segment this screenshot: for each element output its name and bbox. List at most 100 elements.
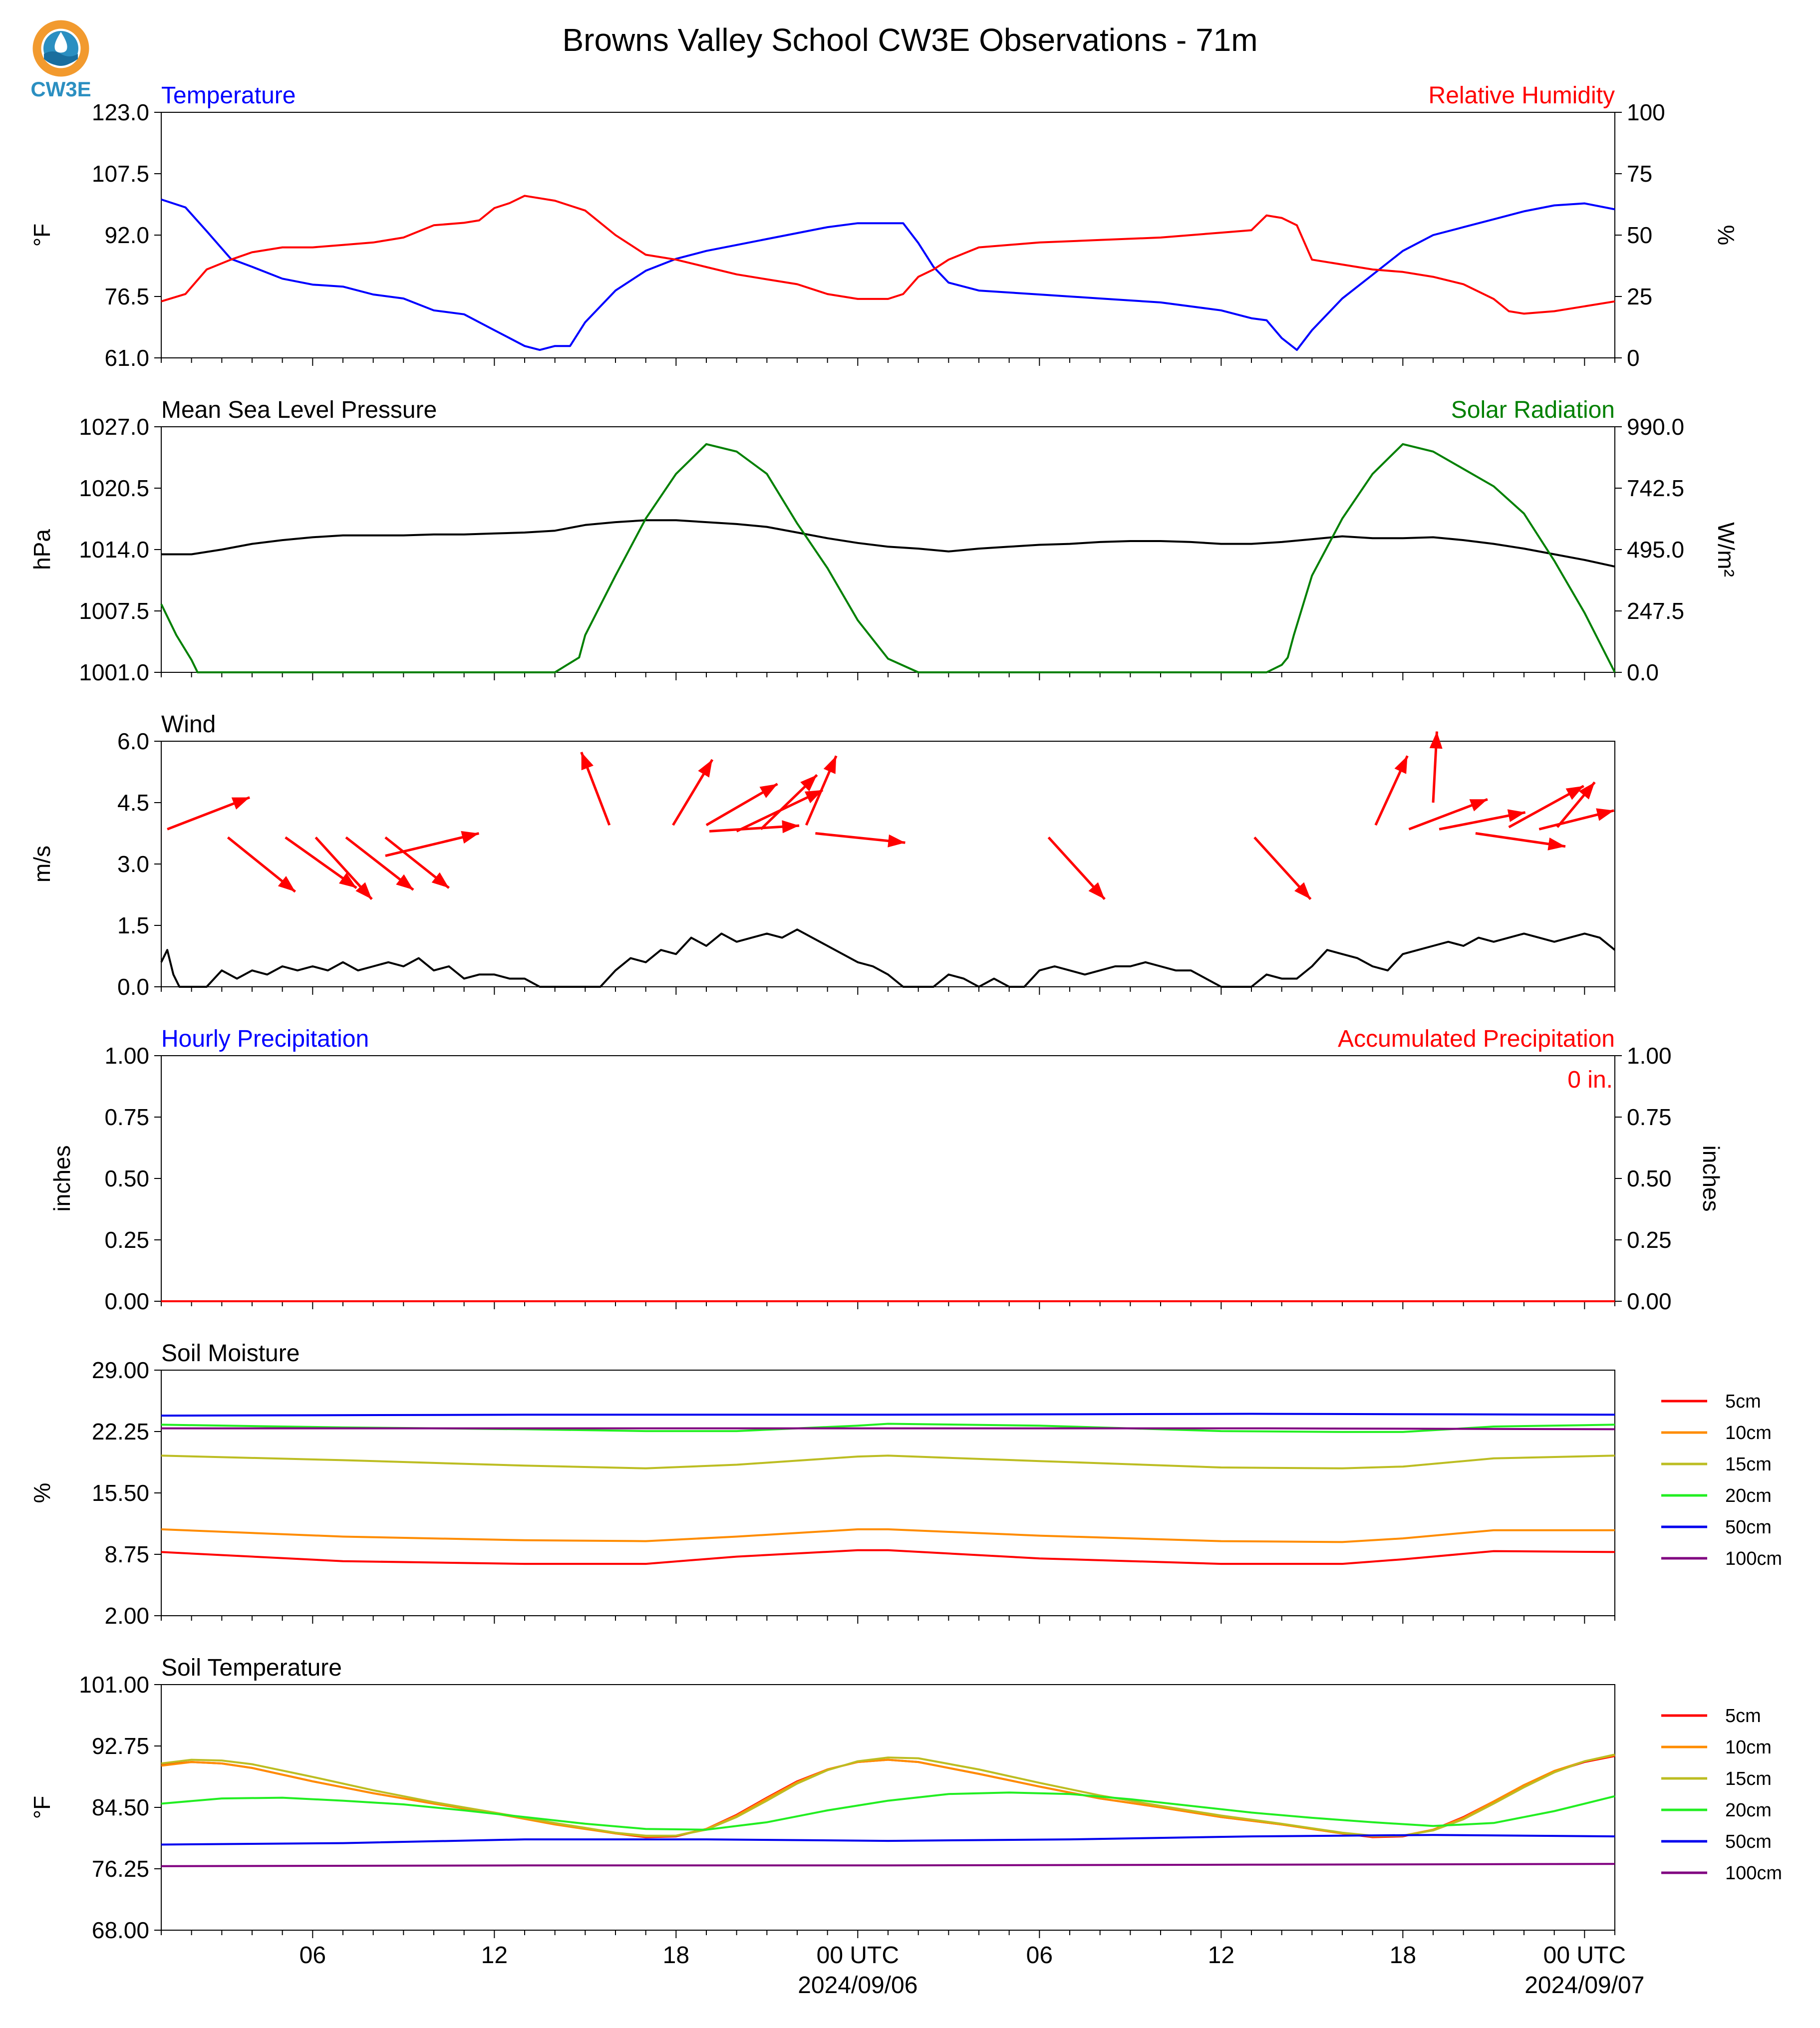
panel-title-right: Accumulated Precipitation: [1338, 1026, 1615, 1052]
panel-pressure_solar: Mean Sea Level Pressure Solar Radiation 10…: [29, 397, 1739, 685]
wind-arrow-head: [1469, 799, 1488, 812]
legend-soil_temperature: 5cm 10cm 15cm 20cm 50cm 100cm: [1661, 1706, 1782, 1884]
y-axis-unit-left: °F: [29, 1796, 55, 1819]
series-wind-speed: [160, 928, 1616, 988]
y-tick-label-right: 247.5: [1627, 598, 1684, 624]
wind-arrow-head: [581, 752, 594, 771]
panel-title-left: Wind: [161, 711, 216, 738]
legend-label: 15cm: [1725, 1454, 1772, 1475]
series-relative-humidity: [161, 195, 1615, 315]
y-tick-label-left: 76.25: [92, 1856, 149, 1882]
y-tick-label-right: 742.5: [1627, 475, 1684, 501]
series-solar-radiation: [160, 443, 1616, 673]
series-temperature: [161, 198, 1615, 351]
series-100cm: [161, 1863, 1615, 1867]
plot-frame: [161, 1055, 1615, 1302]
plot-frame: [161, 112, 1615, 358]
panel-soil_temperature: Soil Temperature 68.00 76.25 84.50 92.75 101.…: [29, 1655, 1615, 1943]
y-tick-label-left: 1027.0: [79, 414, 149, 440]
y-tick-label-right: 50: [1627, 222, 1652, 248]
y-tick-label-left: 2.00: [104, 1603, 149, 1629]
wind-arrow-head: [278, 875, 296, 892]
x-tick-label: 00 UTC: [1543, 1942, 1626, 1969]
x-tick-label: 12: [481, 1942, 508, 1969]
legend-label: 10cm: [1725, 1423, 1772, 1444]
panel-title-left: Soil Moisture: [161, 1340, 300, 1367]
wind-arrow-head: [1565, 786, 1584, 800]
y-tick-label-right: 0.0: [1627, 659, 1659, 685]
wind-arrow-head: [355, 882, 372, 899]
y-axis-unit-left: hPa: [29, 529, 55, 570]
y-axis-unit-right: W/m²: [1713, 522, 1739, 577]
wind-arrow-head: [888, 834, 906, 848]
x-tick-label: 18: [1390, 1942, 1416, 1969]
y-axis-unit-left: m/s: [29, 846, 55, 882]
y-tick-label-left: 22.25: [92, 1419, 149, 1445]
y-tick-label-left: 0.25: [104, 1227, 149, 1253]
panel-title-left: Mean Sea Level Pressure: [161, 397, 437, 423]
legend-label: 50cm: [1725, 1517, 1772, 1538]
wind-arrow-head: [800, 775, 817, 792]
legend-label: 5cm: [1725, 1391, 1761, 1412]
legend-label: 20cm: [1725, 1485, 1772, 1506]
y-axis-unit-left: inches: [49, 1146, 75, 1212]
series-5cm: [161, 1755, 1615, 1838]
y-axis-unit-left: °F: [29, 224, 55, 247]
series-50cm: [161, 1413, 1615, 1417]
y-tick-label-right: 0: [1627, 345, 1640, 371]
y-tick-label-left: 1001.0: [79, 659, 149, 685]
wind-arrow-head: [1596, 808, 1614, 821]
wind-arrow-head: [1088, 882, 1105, 899]
wind-arrows: [167, 731, 1614, 900]
x-date-label: 2024/09/06: [798, 1972, 917, 1999]
y-tick-label-left: 8.75: [104, 1541, 149, 1567]
wind-arrow-head: [1394, 756, 1408, 774]
y-tick-label-right: 0.50: [1627, 1165, 1672, 1191]
series-15cm: [161, 1753, 1615, 1837]
y-tick-label-left: 1007.5: [79, 598, 149, 624]
x-tick-label: 06: [1026, 1942, 1053, 1969]
y-tick-label-left: 1.00: [104, 1043, 149, 1069]
series-mean-sea-level-pressure: [161, 519, 1615, 568]
wind-arrow-head: [1294, 882, 1311, 899]
legend-label: 10cm: [1725, 1737, 1772, 1758]
y-axis-unit-right: inches: [1698, 1146, 1724, 1212]
panel-title-right: Solar Radiation: [1451, 397, 1615, 423]
wind-arrow-head: [759, 784, 778, 798]
wind-arrow-head: [804, 790, 823, 804]
y-tick-label-right: 495.0: [1627, 537, 1684, 563]
legend-soil_moisture: 5cm 10cm 15cm 20cm 50cm 100cm: [1661, 1391, 1782, 1569]
legend-label: 100cm: [1725, 1863, 1782, 1884]
wind-arrow-head: [823, 756, 837, 774]
plot-frame: [161, 1684, 1615, 1931]
y-tick-label-left: 92.75: [92, 1733, 149, 1759]
y-tick-label-left: 1020.5: [79, 475, 149, 501]
y-tick-label-right: 25: [1627, 284, 1652, 309]
panel-title-left: Soil Temperature: [161, 1655, 342, 1681]
y-tick-label-left: 92.0: [104, 222, 149, 248]
panel-title-left: Temperature: [161, 82, 296, 109]
y-tick-label-left: 68.00: [92, 1917, 149, 1943]
panel-title-right: Relative Humidity: [1429, 82, 1615, 109]
y-tick-label-left: 0.50: [104, 1165, 149, 1191]
y-tick-label-left: 6.0: [117, 728, 149, 754]
y-tick-label-right: 0.25: [1627, 1227, 1672, 1253]
legend-label: 15cm: [1725, 1768, 1772, 1789]
wind-arrow-head: [1547, 837, 1565, 851]
y-tick-label-left: 29.00: [92, 1357, 149, 1383]
series-5cm: [161, 1549, 1615, 1565]
y-tick-label-right: 990.0: [1627, 414, 1684, 440]
logo-wave: [44, 51, 78, 66]
y-tick-label-left: 84.50: [92, 1794, 149, 1820]
y-tick-label-right: 0.75: [1627, 1104, 1672, 1130]
panel-wind: Wind 0.0 1.5 3.0 4.5 6.0 m/s: [29, 711, 1616, 1000]
y-tick-label-left: 15.50: [92, 1480, 149, 1506]
legend-label: 5cm: [1725, 1706, 1761, 1727]
plot-frame: [161, 1370, 1615, 1616]
wind-arrow-head: [231, 797, 250, 810]
wind-arrow-head: [698, 759, 713, 778]
x-tick-label: 06: [300, 1942, 326, 1969]
y-tick-label-left: 61.0: [104, 345, 149, 371]
water-drop-icon: [54, 32, 67, 53]
